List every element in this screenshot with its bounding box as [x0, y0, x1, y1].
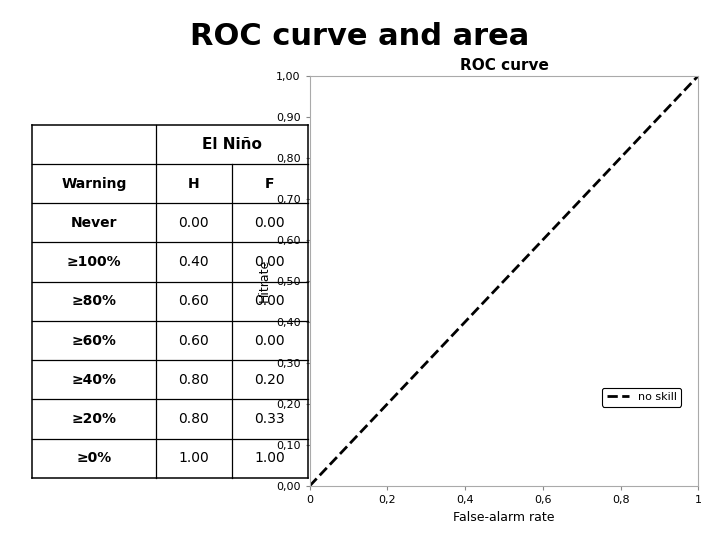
Text: F: F — [265, 177, 274, 191]
Text: H: H — [188, 177, 199, 191]
Text: 1.00: 1.00 — [254, 451, 285, 465]
Text: ≥20%: ≥20% — [71, 412, 117, 426]
Text: 0.60: 0.60 — [179, 294, 210, 308]
Text: ≥0%: ≥0% — [76, 451, 112, 465]
Text: 0.20: 0.20 — [254, 373, 285, 387]
Text: El Niño: El Niño — [202, 137, 261, 152]
Title: ROC curve: ROC curve — [459, 58, 549, 73]
Text: ≥100%: ≥100% — [67, 255, 121, 269]
Text: ≥40%: ≥40% — [71, 373, 117, 387]
X-axis label: False-alarm rate: False-alarm rate — [454, 511, 554, 524]
Text: 0.00: 0.00 — [179, 216, 210, 230]
Text: ≥60%: ≥60% — [71, 334, 117, 348]
Text: ≥80%: ≥80% — [71, 294, 117, 308]
Text: 0.00: 0.00 — [254, 255, 285, 269]
Y-axis label: Hitrate: Hitrate — [257, 259, 271, 302]
Legend: no skill: no skill — [602, 388, 681, 407]
Text: 0.80: 0.80 — [179, 412, 210, 426]
Text: 0.00: 0.00 — [254, 334, 285, 348]
Text: 0.00: 0.00 — [254, 216, 285, 230]
Text: ROC curve and area: ROC curve and area — [190, 22, 530, 51]
Text: Warning: Warning — [61, 177, 127, 191]
Text: 1.00: 1.00 — [179, 451, 210, 465]
Text: 0.80: 0.80 — [179, 373, 210, 387]
Text: 0.00: 0.00 — [254, 294, 285, 308]
Text: 0.33: 0.33 — [254, 412, 285, 426]
Text: 0.40: 0.40 — [179, 255, 210, 269]
Text: Never: Never — [71, 216, 117, 230]
Text: 0.60: 0.60 — [179, 334, 210, 348]
